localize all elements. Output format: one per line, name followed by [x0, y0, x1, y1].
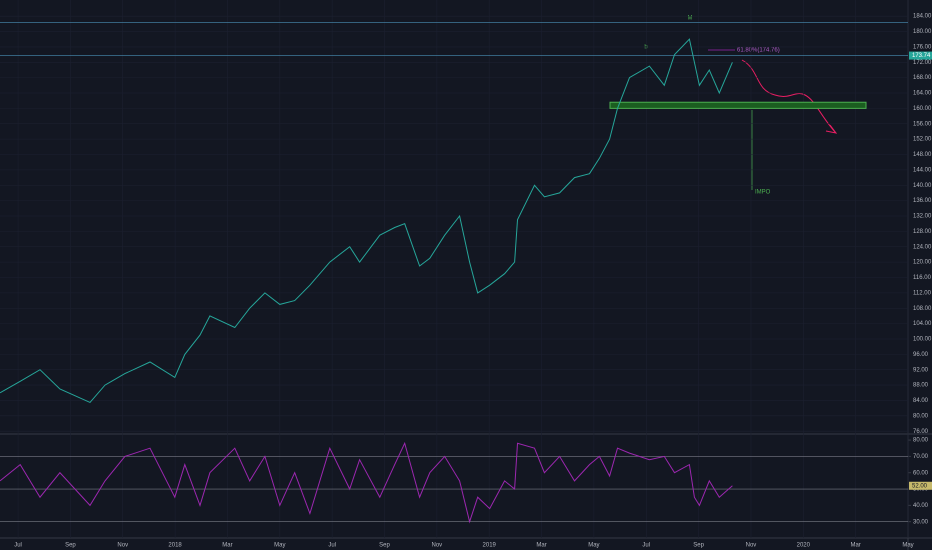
- rsi-tag: [909, 481, 932, 490]
- price-tag: [909, 51, 932, 60]
- x-tick-label: Nov: [117, 543, 128, 549]
- y-tick-label: 108.00: [913, 306, 932, 312]
- series-line: [0, 441, 733, 524]
- y-tick-label: 100.00: [913, 337, 932, 343]
- x-tick-label: Sep: [379, 543, 390, 549]
- y-tick-label: 180.00: [913, 29, 932, 35]
- y-tick-label: 76.00: [913, 429, 929, 435]
- y-tick-label: 148.00: [913, 152, 932, 158]
- y-tick-label: 112.00: [913, 290, 932, 296]
- x-tick-label: Nov: [432, 543, 443, 549]
- y-tick-label: 132.00: [913, 214, 932, 220]
- x-tick-label: 2019: [483, 543, 497, 549]
- y-tick-label: 152.00: [913, 137, 932, 143]
- y2-tick-label: 80.00: [913, 438, 929, 444]
- y-tick-label: 164.00: [913, 91, 932, 97]
- x-tick-label: Mar: [222, 543, 232, 549]
- x-tick-label: Jul: [14, 543, 22, 549]
- impo-label: IMPO: [755, 190, 771, 196]
- price-tag-label: 173.74: [912, 53, 931, 59]
- x-tick-label: May: [588, 543, 599, 549]
- y-tick-label: 128.00: [913, 229, 932, 235]
- x-tick-label: Mar: [850, 543, 860, 549]
- x-tick-label: Jul: [642, 543, 650, 549]
- x-tick-label: 2020: [797, 543, 811, 549]
- x-tick-label: May: [902, 543, 913, 549]
- y-tick-label: 176.00: [913, 44, 932, 50]
- y-tick-label: 172.00: [913, 60, 932, 66]
- y-tick-label: 96.00: [913, 352, 929, 358]
- y-tick-label: 80.00: [913, 413, 929, 419]
- x-tick-label: Nov: [746, 543, 757, 549]
- y2-tick-label: 60.00: [913, 470, 929, 476]
- y2-tick-label: 70.00: [913, 454, 929, 460]
- x-tick-label: Jul: [328, 543, 336, 549]
- y-tick-label: 184.00: [913, 14, 932, 20]
- y-tick-label: 104.00: [913, 321, 932, 327]
- y-tick-label: 88.00: [913, 383, 929, 389]
- y2-tick-label: 40.00: [913, 503, 929, 509]
- y-tick-label: 144.00: [913, 167, 932, 173]
- x-tick-label: Sep: [65, 543, 76, 549]
- wave-label: M: [688, 16, 693, 22]
- y-tick-label: 116.00: [913, 275, 932, 281]
- y-tick-label: 140.00: [913, 183, 932, 189]
- y2-tick-label: 30.00: [913, 519, 929, 525]
- rsi-tag-label: 52.00: [912, 483, 928, 489]
- y-tick-label: 84.00: [913, 398, 929, 404]
- y-tick-label: 92.00: [913, 367, 929, 373]
- x-tick-label: Mar: [536, 543, 546, 549]
- forecast-arrow: [741, 59, 838, 134]
- series-line: [0, 38, 733, 404]
- x-tick-label: Sep: [693, 543, 704, 549]
- y-tick-label: 168.00: [913, 75, 932, 81]
- y-tick-label: 124.00: [913, 244, 932, 250]
- y-tick-label: 136.00: [913, 198, 932, 204]
- y-tick-label: 156.00: [913, 121, 932, 127]
- x-tick-label: 2018: [168, 543, 182, 549]
- y-tick-label: 160.00: [913, 106, 932, 112]
- y-tick-label: 120.00: [913, 260, 932, 266]
- support-zone: [609, 101, 867, 109]
- fib-label: 61.80%(174.76): [737, 48, 780, 54]
- x-tick-label: May: [274, 543, 285, 549]
